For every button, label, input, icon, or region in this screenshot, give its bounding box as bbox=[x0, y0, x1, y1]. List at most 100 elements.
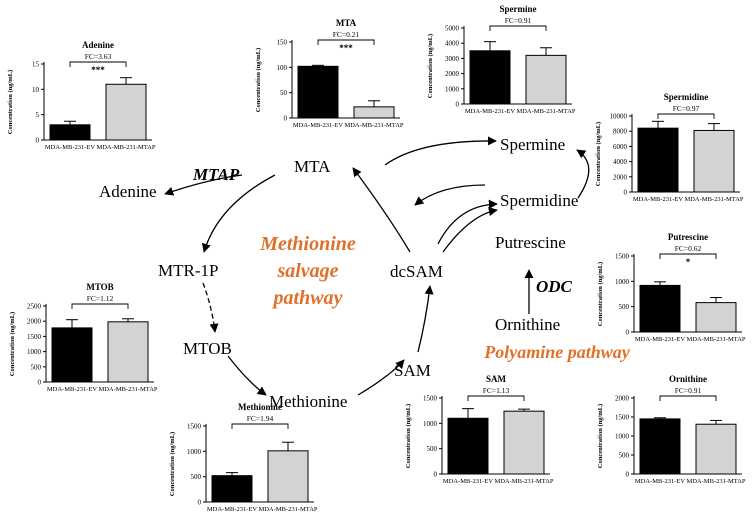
fold-change-label: FC=1.13 bbox=[483, 386, 510, 395]
y-tick-label: 6000 bbox=[613, 143, 628, 151]
category-label: MDA-MB-231-EV bbox=[45, 144, 95, 151]
category-label: MDA-MB-231-EV bbox=[47, 386, 97, 393]
fold-change-label: FC=1.94 bbox=[247, 414, 274, 423]
y-tick-label: 2000 bbox=[27, 318, 42, 326]
chart-title: Methionine bbox=[238, 402, 282, 412]
arrow-mta-to-adenine bbox=[164, 174, 243, 196]
y-tick-label: 0 bbox=[38, 379, 42, 387]
bar bbox=[211, 475, 253, 503]
arrow-spermidine-to-spermine bbox=[576, 149, 590, 199]
y-axis-label: Concentration (ng/mL) bbox=[595, 122, 602, 186]
comparison-bracket bbox=[489, 25, 547, 31]
chart-title: Ornithine bbox=[669, 374, 707, 384]
y-tick-label: 1000 bbox=[27, 348, 42, 356]
y-tick-label: 2500 bbox=[27, 303, 42, 311]
significance-label: *** bbox=[339, 43, 353, 53]
chart-title: MTOB bbox=[86, 282, 113, 292]
category-label: MDA-MB-231-EV bbox=[465, 108, 515, 115]
y-tick-label: 0 bbox=[624, 189, 628, 197]
chart-panel-putrescine: Putrescine Concentration (ng/mL) 0 500 1000 1… bbox=[597, 232, 746, 343]
y-axis-label: Concentration (ng/mL) bbox=[255, 48, 262, 112]
comparison-bracket bbox=[659, 253, 717, 259]
comparison-bracket bbox=[467, 395, 525, 401]
chart-panel-adenine: Adenine Concentration (ng/mL) 0 5 10 15 MDA-MB… bbox=[7, 40, 156, 151]
salvage-title-line-3: pathway bbox=[272, 287, 343, 309]
pathway-arrows bbox=[164, 136, 590, 396]
y-tick-label: 500 bbox=[619, 303, 630, 311]
category-label: MDA-MB-231-MTAP bbox=[98, 386, 157, 393]
y-axis-label: Concentration (ng/mL) bbox=[597, 404, 604, 468]
node-mta: MTA bbox=[294, 157, 331, 176]
category-label: MDA-MB-231-EV bbox=[293, 122, 343, 129]
y-tick-label: 500 bbox=[31, 363, 42, 371]
node-adenine: Adenine bbox=[99, 182, 157, 201]
y-tick-label: 1500 bbox=[423, 395, 438, 403]
arrow-methionine-to-sam bbox=[357, 359, 405, 396]
enzyme-mtap: MTAP bbox=[192, 165, 240, 184]
bar bbox=[639, 418, 681, 475]
y-tick-label: 1500 bbox=[615, 414, 630, 422]
y-tick-label: 0 bbox=[434, 471, 438, 479]
y-tick-label: 1000 bbox=[615, 278, 630, 286]
y-axis-label: Concentration (ng/mL) bbox=[9, 312, 16, 376]
y-tick-label: 1000 bbox=[423, 420, 438, 428]
y-tick-label: 150 bbox=[277, 39, 288, 47]
comparison-bracket bbox=[69, 61, 127, 67]
fold-change-label: FC=0.91 bbox=[675, 386, 702, 395]
y-tick-label: 1500 bbox=[187, 423, 202, 431]
bar bbox=[107, 321, 149, 383]
bar bbox=[297, 65, 339, 119]
y-tick-label: 3000 bbox=[445, 55, 460, 63]
arrow-mta-to-mtr1p bbox=[201, 174, 276, 253]
comparison-bracket bbox=[657, 113, 715, 119]
node-methionine: Methionine bbox=[269, 392, 347, 411]
node-mtob: MTOB bbox=[183, 339, 232, 358]
category-label: MDA-MB-231-EV bbox=[633, 196, 683, 203]
bar bbox=[105, 83, 147, 141]
arrow-putrescine-to-spermidine bbox=[437, 199, 498, 245]
y-tick-label: 100 bbox=[277, 64, 288, 72]
bar bbox=[503, 410, 545, 475]
pathway-enzymes: MTAP ODC bbox=[192, 165, 573, 296]
fold-change-label: FC=1.12 bbox=[87, 294, 114, 303]
y-tick-label: 15 bbox=[32, 61, 40, 69]
y-tick-label: 10000 bbox=[610, 113, 628, 121]
node-ornithine: Ornithine bbox=[495, 315, 560, 334]
y-tick-label: 2000 bbox=[615, 395, 630, 403]
enzyme-odc: ODC bbox=[536, 277, 573, 296]
category-label: MDA-MB-231-MTAP bbox=[686, 478, 745, 485]
y-tick-label: 0 bbox=[456, 101, 460, 109]
y-tick-label: 1500 bbox=[27, 333, 42, 341]
bar bbox=[353, 106, 395, 119]
comparison-bracket bbox=[231, 423, 289, 429]
chart-panel-methionine: Methionine Concentration (ng/mL) 0 500 1000 1… bbox=[169, 402, 318, 513]
salvage-title-line-1: Methionine bbox=[259, 233, 356, 255]
y-tick-label: 5 bbox=[36, 111, 40, 119]
y-tick-label: 500 bbox=[191, 473, 202, 481]
y-tick-label: 1000 bbox=[445, 85, 460, 93]
category-label: MDA-MB-231-MTAP bbox=[494, 478, 553, 485]
y-tick-label: 5000 bbox=[445, 25, 460, 33]
category-label: MDA-MB-231-MTAP bbox=[344, 122, 403, 129]
y-axis-label: Concentration (ng/mL) bbox=[7, 70, 14, 134]
y-tick-label: 0 bbox=[36, 137, 40, 145]
node-putrescine: Putrescine bbox=[495, 233, 566, 252]
chart-title: Adenine bbox=[82, 40, 114, 50]
node-mtr1p: MTR-1P bbox=[158, 261, 218, 280]
polyamine-title: Polyamine pathway bbox=[483, 342, 631, 362]
category-label: MDA-MB-231-MTAP bbox=[684, 196, 743, 203]
bar bbox=[469, 50, 511, 105]
y-axis-label: Concentration (ng/mL) bbox=[169, 432, 176, 496]
category-label: MDA-MB-231-EV bbox=[443, 478, 493, 485]
arrow-spermidine-to-mta bbox=[414, 184, 486, 206]
bar bbox=[51, 327, 93, 383]
chart-title: Putrescine bbox=[668, 232, 708, 242]
arrow-mtob-to-methionine bbox=[227, 355, 267, 396]
chart-title: MTA bbox=[336, 18, 357, 28]
arrow-mtr1p-to-mtob bbox=[202, 282, 219, 333]
y-tick-label: 4000 bbox=[445, 40, 460, 48]
comparison-bracket bbox=[71, 303, 129, 309]
y-axis-label: Concentration (ng/mL) bbox=[427, 34, 434, 98]
